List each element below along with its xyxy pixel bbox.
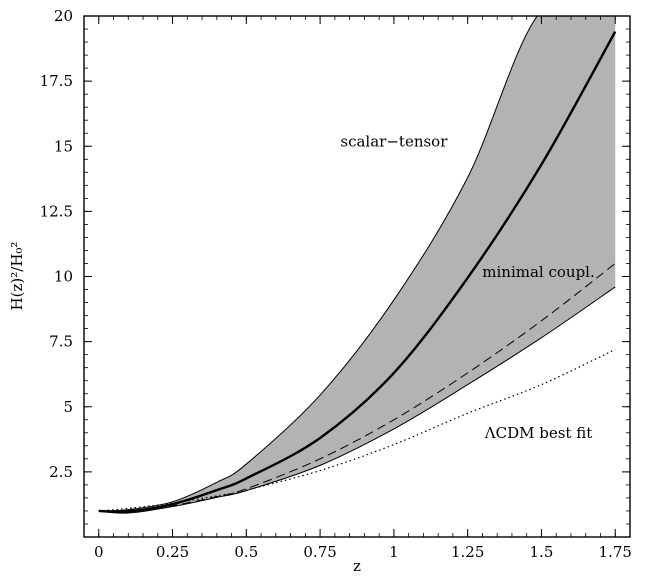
series-line-2	[98, 348, 616, 512]
y-tick-label: 7.5	[49, 333, 73, 351]
annotation-2: ΛCDM best fit	[484, 424, 592, 442]
uncertainty-band	[98, 16, 616, 514]
x-tick-label: 1.75	[599, 543, 632, 561]
annotation-1: minimal coupl.	[482, 263, 594, 281]
x-tick-label: 0.25	[156, 543, 189, 561]
y-tick-label: 15	[54, 137, 73, 155]
x-axis-label: z	[353, 557, 361, 575]
x-tick-label: 0	[94, 543, 104, 561]
x-tick-label: 1	[389, 543, 399, 561]
y-tick-label: 10	[54, 268, 73, 286]
y-axis-ticks: 2.5 5 7.5 10 12.5 15 17.5 20	[40, 7, 630, 525]
x-tick-label: 1.25	[451, 543, 484, 561]
series-line-1	[98, 263, 616, 512]
series-layer	[98, 31, 617, 514]
y-tick-label: 12.5	[40, 202, 73, 220]
y-tick-label: 20	[54, 7, 73, 25]
x-tick-label: 0.5	[234, 543, 258, 561]
x-tick-label: 0.75	[303, 543, 336, 561]
x-axis-ticks: 0 0.25 0.5 0.75 1 1.25 1.5 1.75	[94, 16, 632, 561]
y-tick-label: 5	[63, 398, 73, 416]
annotation-0: scalar−tensor	[340, 132, 448, 150]
y-axis-label: H(z)²/H₀²	[8, 242, 26, 311]
y-tick-label: 17.5	[40, 72, 73, 90]
y-tick-label: 2.5	[49, 463, 73, 481]
x-tick-label: 1.5	[530, 543, 554, 561]
annotations: scalar−tensor minimal coupl. ΛCDM best fit	[340, 132, 594, 442]
series-line-0	[98, 31, 617, 514]
band-lower-edge	[98, 286, 616, 514]
